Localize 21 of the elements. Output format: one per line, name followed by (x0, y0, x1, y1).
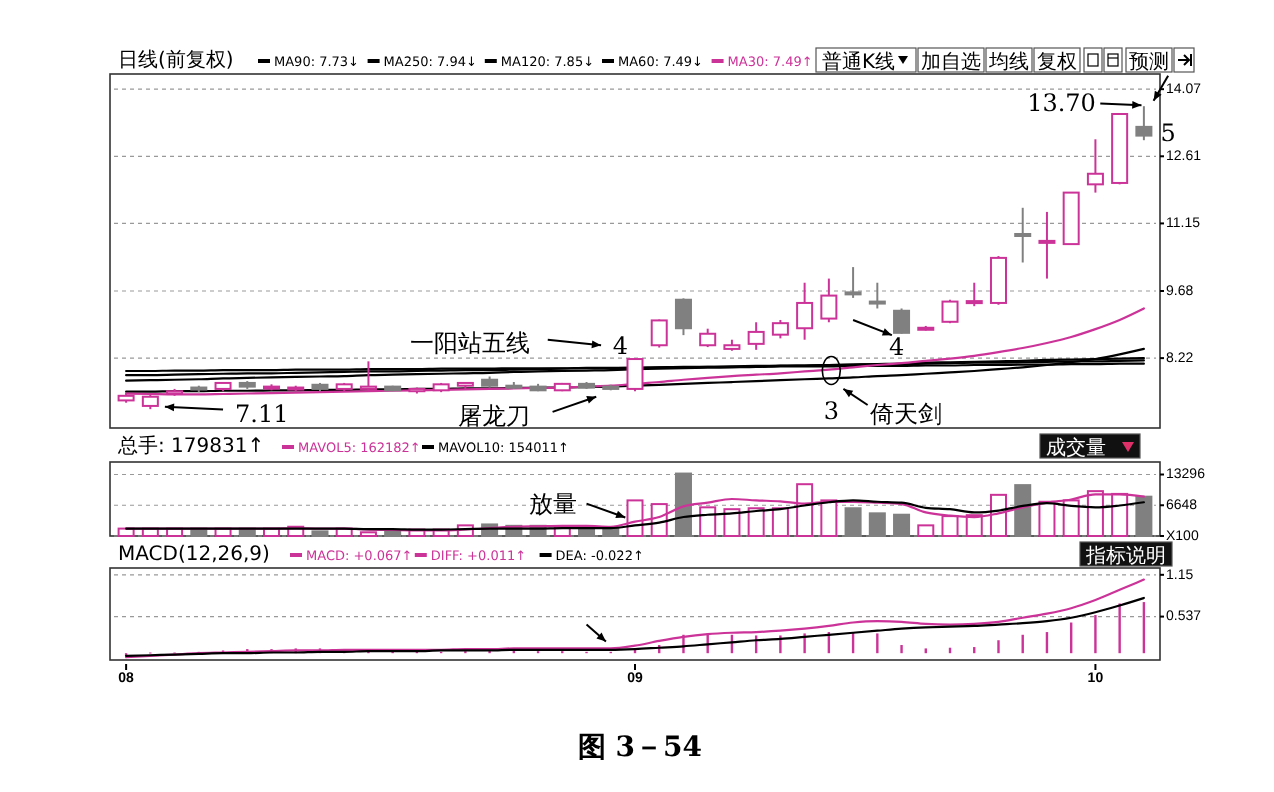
text: 成交量 (1046, 436, 1106, 460)
text: 5 (1160, 119, 1176, 148)
chart-title: 总手: 179831↑ (116, 434, 265, 458)
annotation: 均线 (987, 50, 1029, 74)
annotation: 倚天剑 (870, 399, 943, 428)
annotation: 4 (889, 332, 906, 361)
chart-title: 日线(前复权) (118, 48, 234, 72)
annotation: 指标说明 (1084, 544, 1166, 568)
annotation: 普通K线 (822, 50, 896, 74)
annotation: 屠龙刀 (458, 401, 531, 430)
annotation: 13.70 (1027, 88, 1096, 117)
annotation: 加自选 (921, 50, 981, 74)
annotation: 一阳站五线 (410, 329, 531, 358)
chart-title: MACD(12,26,9) (118, 544, 271, 566)
annotation: 7.11 (235, 399, 289, 428)
caption: 图 3－54 (577, 732, 703, 764)
annotation: 3 (823, 396, 839, 425)
annotation: 放量 (528, 490, 577, 519)
annotation: 4 (612, 331, 629, 360)
annotation: 预测 (1129, 50, 1169, 74)
annotation: 复权 (1037, 50, 1077, 74)
